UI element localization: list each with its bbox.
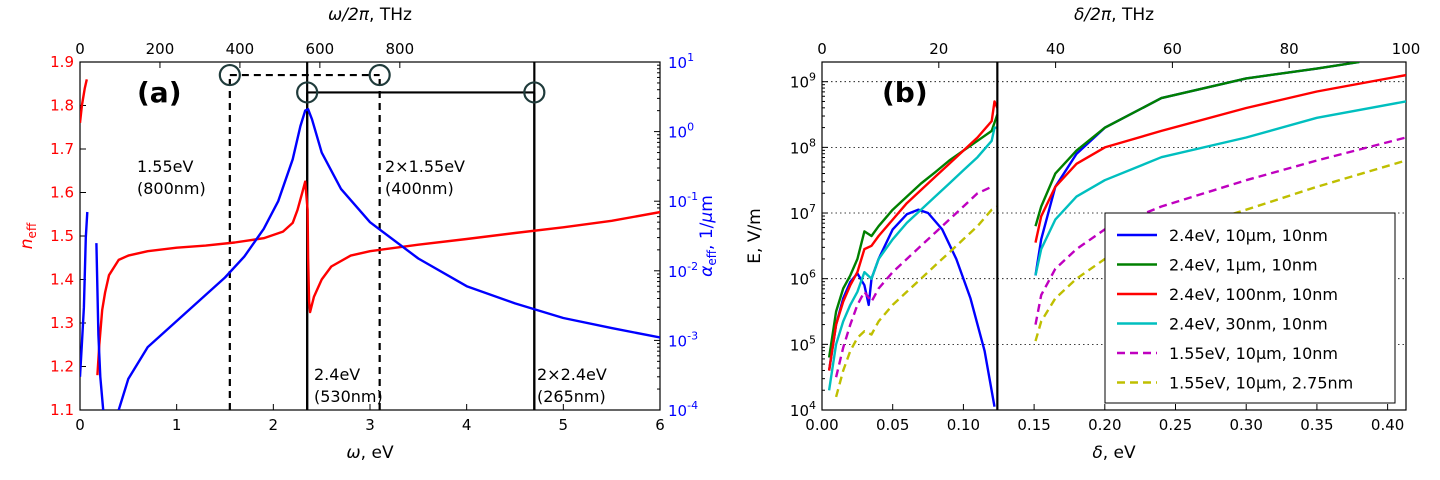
a-vline-label-bottom: (400nm) bbox=[385, 179, 454, 198]
panel-b-frame bbox=[821, 61, 1407, 411]
b-ytick-label: 105 bbox=[790, 333, 816, 354]
a-y2tick-label: 10-2 bbox=[668, 260, 698, 281]
a-y-axis-label: neff bbox=[17, 222, 39, 249]
b-x2tick-label: 80 bbox=[1280, 40, 1299, 58]
b-series-line-3 bbox=[1034, 100, 1406, 276]
a-marker-circle bbox=[368, 63, 391, 87]
b-legend-label: 2.4eV, 100nm, 10nm bbox=[1169, 285, 1338, 304]
a-xtick-label: 1 bbox=[172, 416, 182, 434]
b-xtick-label: 0.15 bbox=[1017, 416, 1050, 434]
panel-b: 0.00 0.05 0.10 0.15 0.20 0.25 0.30 0.35 0.40 0 20 4… bbox=[745, 5, 1420, 463]
a-y2tick-label: 10-3 bbox=[668, 329, 698, 350]
a-y2tick-label: 10-4 bbox=[668, 399, 698, 420]
a-ytick-label: 1.8 bbox=[50, 97, 74, 115]
b-ytick-label: 104 bbox=[790, 399, 816, 420]
a-vline-label-top: 2×1.55eV bbox=[385, 157, 465, 176]
a-vline-label-bottom: (265nm) bbox=[537, 387, 606, 406]
b-xtick-label: 0.40 bbox=[1371, 416, 1404, 434]
a-series-alpha bbox=[80, 107, 660, 410]
b-x2-axis-label: δ/2π, THz bbox=[1074, 5, 1154, 25]
a-xtick-label: 6 bbox=[655, 416, 665, 434]
a-ytick-label: 1.7 bbox=[50, 140, 74, 158]
b-x2tick-label: 0 bbox=[817, 40, 827, 58]
a-ytick-label: 1.1 bbox=[50, 401, 74, 419]
a-y2tick-label: 101 bbox=[668, 51, 694, 72]
a-vline-label-top: 1.55eV bbox=[137, 157, 193, 176]
panel-b-label: (b) bbox=[882, 76, 928, 109]
a-x2-axis-label: ω/2π, THz bbox=[328, 5, 412, 25]
a-marker-circle bbox=[296, 81, 319, 104]
b-xtick-label: 0.25 bbox=[1159, 416, 1192, 434]
a-marker-circle bbox=[218, 63, 241, 87]
a-vline-label-bottom: (530nm) bbox=[314, 387, 383, 406]
a-y2tick-label: 100 bbox=[668, 121, 694, 142]
a-x-axis-label: ω, eV bbox=[346, 443, 394, 463]
b-legend-box bbox=[1104, 212, 1396, 404]
b-x2tick-label: 100 bbox=[1392, 40, 1421, 58]
b-ytick-label: 106 bbox=[790, 268, 816, 289]
b-series-line-0 bbox=[827, 208, 996, 407]
panel-a-frame bbox=[79, 61, 661, 411]
b-ytick-label: 109 bbox=[790, 71, 816, 92]
a-x2tick-label: 0 bbox=[75, 40, 85, 58]
b-xtick-label: 0.05 bbox=[876, 416, 909, 434]
a-series-line bbox=[95, 243, 105, 410]
a-series-line bbox=[80, 79, 88, 124]
a-ytick-label: 1.9 bbox=[50, 53, 74, 71]
a-ytick-label: 1.2 bbox=[50, 358, 74, 376]
b-xtick-label: 0.30 bbox=[1230, 416, 1263, 434]
b-x2tick-label: 60 bbox=[1163, 40, 1182, 58]
b-series-group bbox=[827, 62, 1406, 407]
a-series-line bbox=[96, 180, 660, 376]
a-series-line bbox=[117, 107, 660, 410]
b-legend-label: 2.4eV, 1μm, 10nm bbox=[1169, 256, 1318, 275]
b-legend-label: 2.4eV, 30nm, 10nm bbox=[1169, 315, 1328, 334]
b-xtick-label: 0.00 bbox=[805, 416, 838, 434]
a-series-line bbox=[80, 211, 89, 377]
b-series-line-1 bbox=[827, 114, 999, 358]
panel-a-label: (a) bbox=[137, 76, 182, 109]
b-series-line-5 bbox=[834, 205, 998, 398]
a-vline-label-bottom: (800nm) bbox=[137, 179, 206, 198]
a-xtick-label: 2 bbox=[269, 416, 279, 434]
a-x2tick-label: 200 bbox=[146, 40, 175, 58]
b-x2tick-label: 40 bbox=[1046, 40, 1065, 58]
b-series-line-2 bbox=[827, 100, 999, 371]
a-vline-label-top: 2×2.4eV bbox=[537, 365, 607, 384]
a-xtick-label: 3 bbox=[365, 416, 375, 434]
b-xtick-label: 0.35 bbox=[1300, 416, 1333, 434]
b-ytick-label: 108 bbox=[790, 136, 816, 157]
a-y2tick-label: 10-1 bbox=[668, 190, 698, 211]
b-xtick-label: 0.10 bbox=[947, 416, 980, 434]
a-ytick-label: 1.4 bbox=[50, 271, 74, 289]
a-x2tick-label: 600 bbox=[306, 40, 335, 58]
a-xtick-label: 0 bbox=[75, 416, 85, 434]
b-ytick-label: 107 bbox=[790, 202, 816, 223]
a-xtick-label: 4 bbox=[462, 416, 472, 434]
a-ytick-label: 1.3 bbox=[50, 314, 74, 332]
b-legend-label: 1.55eV, 10μm, 2.75nm bbox=[1169, 374, 1353, 393]
a-y2-axis-label: αeff, 1/μm bbox=[697, 195, 719, 277]
a-series-neff bbox=[80, 79, 660, 376]
b-legend-label: 2.4eV, 10μm, 10nm bbox=[1169, 226, 1328, 245]
a-ytick-label: 1.5 bbox=[50, 227, 74, 245]
a-vline-label-top: 2.4eV bbox=[314, 365, 360, 384]
a-x2tick-label: 400 bbox=[226, 40, 255, 58]
b-series-line-3 bbox=[827, 126, 998, 391]
b-x2tick-label: 20 bbox=[929, 40, 948, 58]
a-marker-circle bbox=[523, 81, 546, 104]
a-xtick-label: 5 bbox=[559, 416, 569, 434]
b-y-axis-label: E, V/m bbox=[745, 208, 765, 263]
b-xtick-label: 0.20 bbox=[1088, 416, 1121, 434]
b-legend-label: 1.55eV, 10μm, 10nm bbox=[1169, 344, 1338, 363]
b-series-line-1 bbox=[1034, 62, 1360, 227]
b-legend: 2.4eV, 10μm, 10nm 2.4eV, 1μm, 10nm 2.4eV, … bbox=[1104, 212, 1396, 404]
a-ytick-label: 1.6 bbox=[50, 184, 74, 202]
panel-a: 0 1 2 3 4 5 6 0 200 400 600 800 1.1 1.2 1.3 1.4 1.5 1.6 1.… bbox=[17, 5, 719, 463]
b-x-axis-label: δ, eV bbox=[1092, 443, 1136, 463]
b-series-line-2 bbox=[1034, 73, 1406, 243]
a-x2tick-label: 800 bbox=[386, 40, 415, 58]
